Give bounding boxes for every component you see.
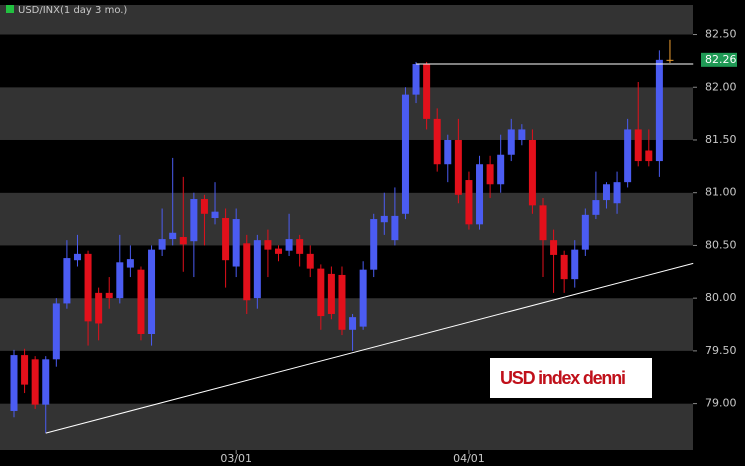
candle-body xyxy=(645,150,653,162)
candle-body xyxy=(528,139,536,206)
grid-band xyxy=(0,5,693,35)
candle-body xyxy=(476,164,484,225)
candle-body xyxy=(169,232,177,240)
candle-body xyxy=(317,268,325,317)
candle-body xyxy=(655,59,663,162)
candle-body xyxy=(158,239,166,250)
candle-body xyxy=(42,359,50,405)
y-tick-label: 81.00 xyxy=(705,186,737,199)
candle-body xyxy=(433,118,441,165)
candle-body xyxy=(423,64,431,119)
plot xyxy=(0,5,694,450)
candle-body xyxy=(306,253,314,269)
candle-body xyxy=(21,355,29,385)
candle-body xyxy=(253,240,261,299)
grid-band xyxy=(0,139,693,193)
candle-body xyxy=(391,215,399,241)
candle-body xyxy=(359,269,367,327)
candle-body xyxy=(137,269,145,335)
candle-body xyxy=(222,218,230,261)
y-tick-label: 79.00 xyxy=(705,397,737,410)
candle-body xyxy=(95,292,103,324)
candle-body xyxy=(338,274,346,330)
candle-body xyxy=(370,219,378,270)
candle-body xyxy=(148,249,156,335)
candle-body xyxy=(507,129,515,155)
y-tick-label: 81.50 xyxy=(705,133,737,146)
trend-line xyxy=(45,262,694,434)
candle-body xyxy=(296,239,304,254)
annotation-box xyxy=(490,358,652,398)
candle-body xyxy=(232,219,240,267)
candle-body xyxy=(285,239,293,251)
y-tick-label: 82.50 xyxy=(705,28,737,41)
candle-body xyxy=(412,64,420,95)
candle-body xyxy=(31,359,39,405)
last-price-box xyxy=(701,52,737,67)
chart-title: USD/INX(1 day 3 mo.) xyxy=(18,5,127,16)
candle-body xyxy=(518,129,526,140)
candle-body xyxy=(116,262,124,299)
last-price-label: 82.26 xyxy=(705,53,737,66)
candle-body xyxy=(497,154,505,185)
candle-body xyxy=(105,292,113,299)
candle-body xyxy=(592,200,600,215)
grid-band xyxy=(0,34,693,88)
candle-body xyxy=(211,211,219,219)
candle-body xyxy=(126,259,134,268)
candle-body xyxy=(602,184,610,201)
candle-body xyxy=(73,253,81,261)
candle-body xyxy=(179,236,187,245)
y-tick-label: 79.50 xyxy=(705,344,737,357)
grid-band xyxy=(0,192,693,246)
candle-body xyxy=(84,253,92,322)
candle-body xyxy=(571,249,579,280)
candle-body xyxy=(380,215,388,223)
y-tick-label: 80.50 xyxy=(705,238,737,251)
candle-body xyxy=(200,199,208,214)
candle-body xyxy=(634,129,642,162)
candle-body xyxy=(275,248,282,254)
candle-body xyxy=(666,59,674,61)
candle-body xyxy=(454,139,462,195)
y-tick-label: 82.00 xyxy=(705,80,737,93)
candle-body xyxy=(349,317,357,330)
grid-band xyxy=(0,403,693,450)
x-tick-label: 04/01 xyxy=(453,452,485,465)
candle-body xyxy=(264,240,272,250)
candle-body xyxy=(486,164,494,185)
candle-body xyxy=(444,139,452,165)
y-tick-label: 80.00 xyxy=(705,291,737,304)
title-icon xyxy=(6,5,14,13)
candle-body xyxy=(581,214,589,250)
candle-body xyxy=(243,243,251,301)
candle-body xyxy=(52,303,60,360)
candle-body xyxy=(10,355,18,411)
candle-body xyxy=(624,129,632,183)
annotation: USD index denni xyxy=(500,368,626,388)
candle-body xyxy=(550,240,558,255)
candle-body xyxy=(63,258,71,304)
candle-body xyxy=(401,94,409,214)
candle-body xyxy=(560,254,568,280)
candle-body xyxy=(465,180,473,225)
x-tick-label: 03/01 xyxy=(220,452,252,465)
grid-band xyxy=(0,298,693,351)
candle-body xyxy=(613,182,621,204)
candle-body xyxy=(327,273,335,314)
grid-band xyxy=(0,87,693,140)
candle-body xyxy=(539,205,547,241)
candle-body xyxy=(190,199,198,242)
